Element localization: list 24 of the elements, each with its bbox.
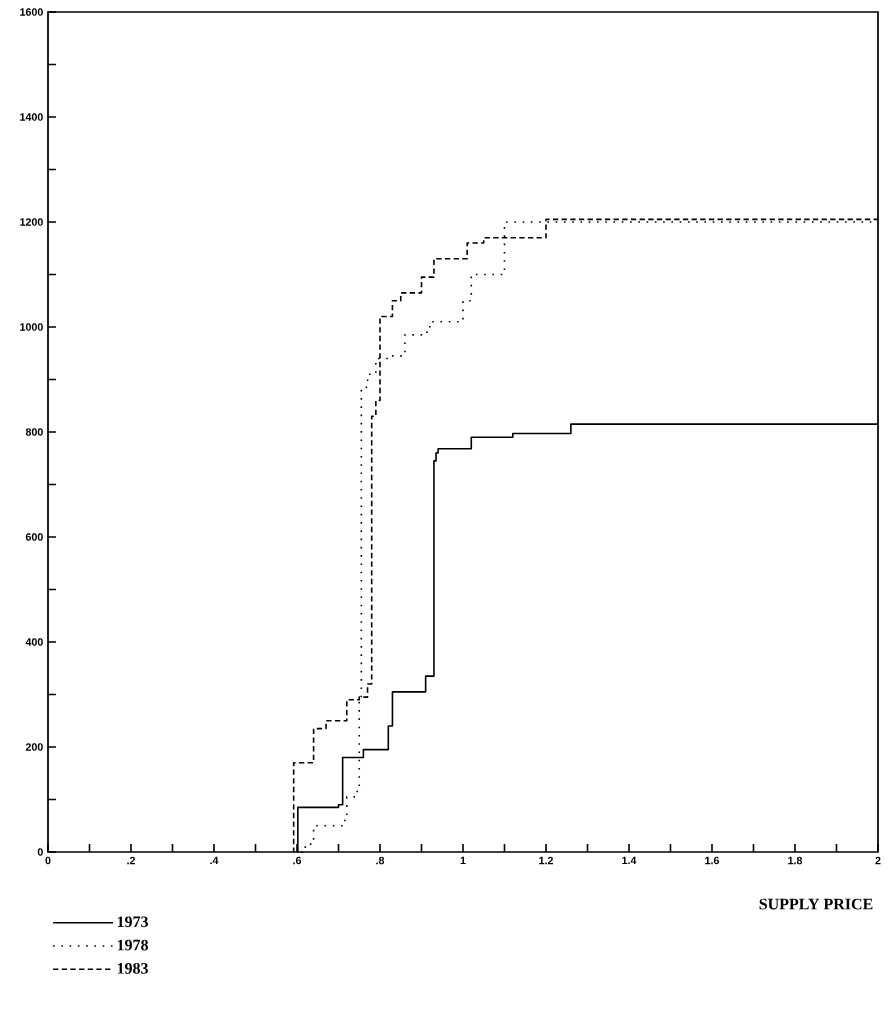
y-tick-label: 1400 [20,113,43,121]
x-tick-label: 0 [45,856,51,865]
y-tick-label: 1200 [20,218,43,226]
legend-label: 1973 [117,916,148,928]
y-tick-label: 400 [25,638,43,646]
legend-label: 1983 [117,962,148,974]
y-tick-label: 1000 [20,323,43,331]
y-tick-label: 1600 [20,8,43,16]
x-tick-label: .4 [210,856,219,865]
x-tick-label: .6 [293,856,302,865]
y-tick-label: 600 [25,533,43,541]
x-tick-label: .2 [127,856,136,865]
x-tick-label: 1.6 [705,856,720,865]
x-tick-label: 1.4 [622,856,637,865]
x-tick-label: 1.2 [539,856,553,865]
y-tick-label: 800 [25,428,43,436]
y-tick-label: 0 [37,848,43,856]
legend-label: 1978 [117,939,148,951]
x-tick-label: 1.8 [788,856,803,865]
x-tick-label: 1 [460,856,466,865]
x-axis-title: SUPPLY PRICE [759,898,873,910]
x-tick-label: 2 [875,856,881,865]
x-tick-label: .8 [376,856,385,865]
y-tick-label: 200 [25,743,43,751]
